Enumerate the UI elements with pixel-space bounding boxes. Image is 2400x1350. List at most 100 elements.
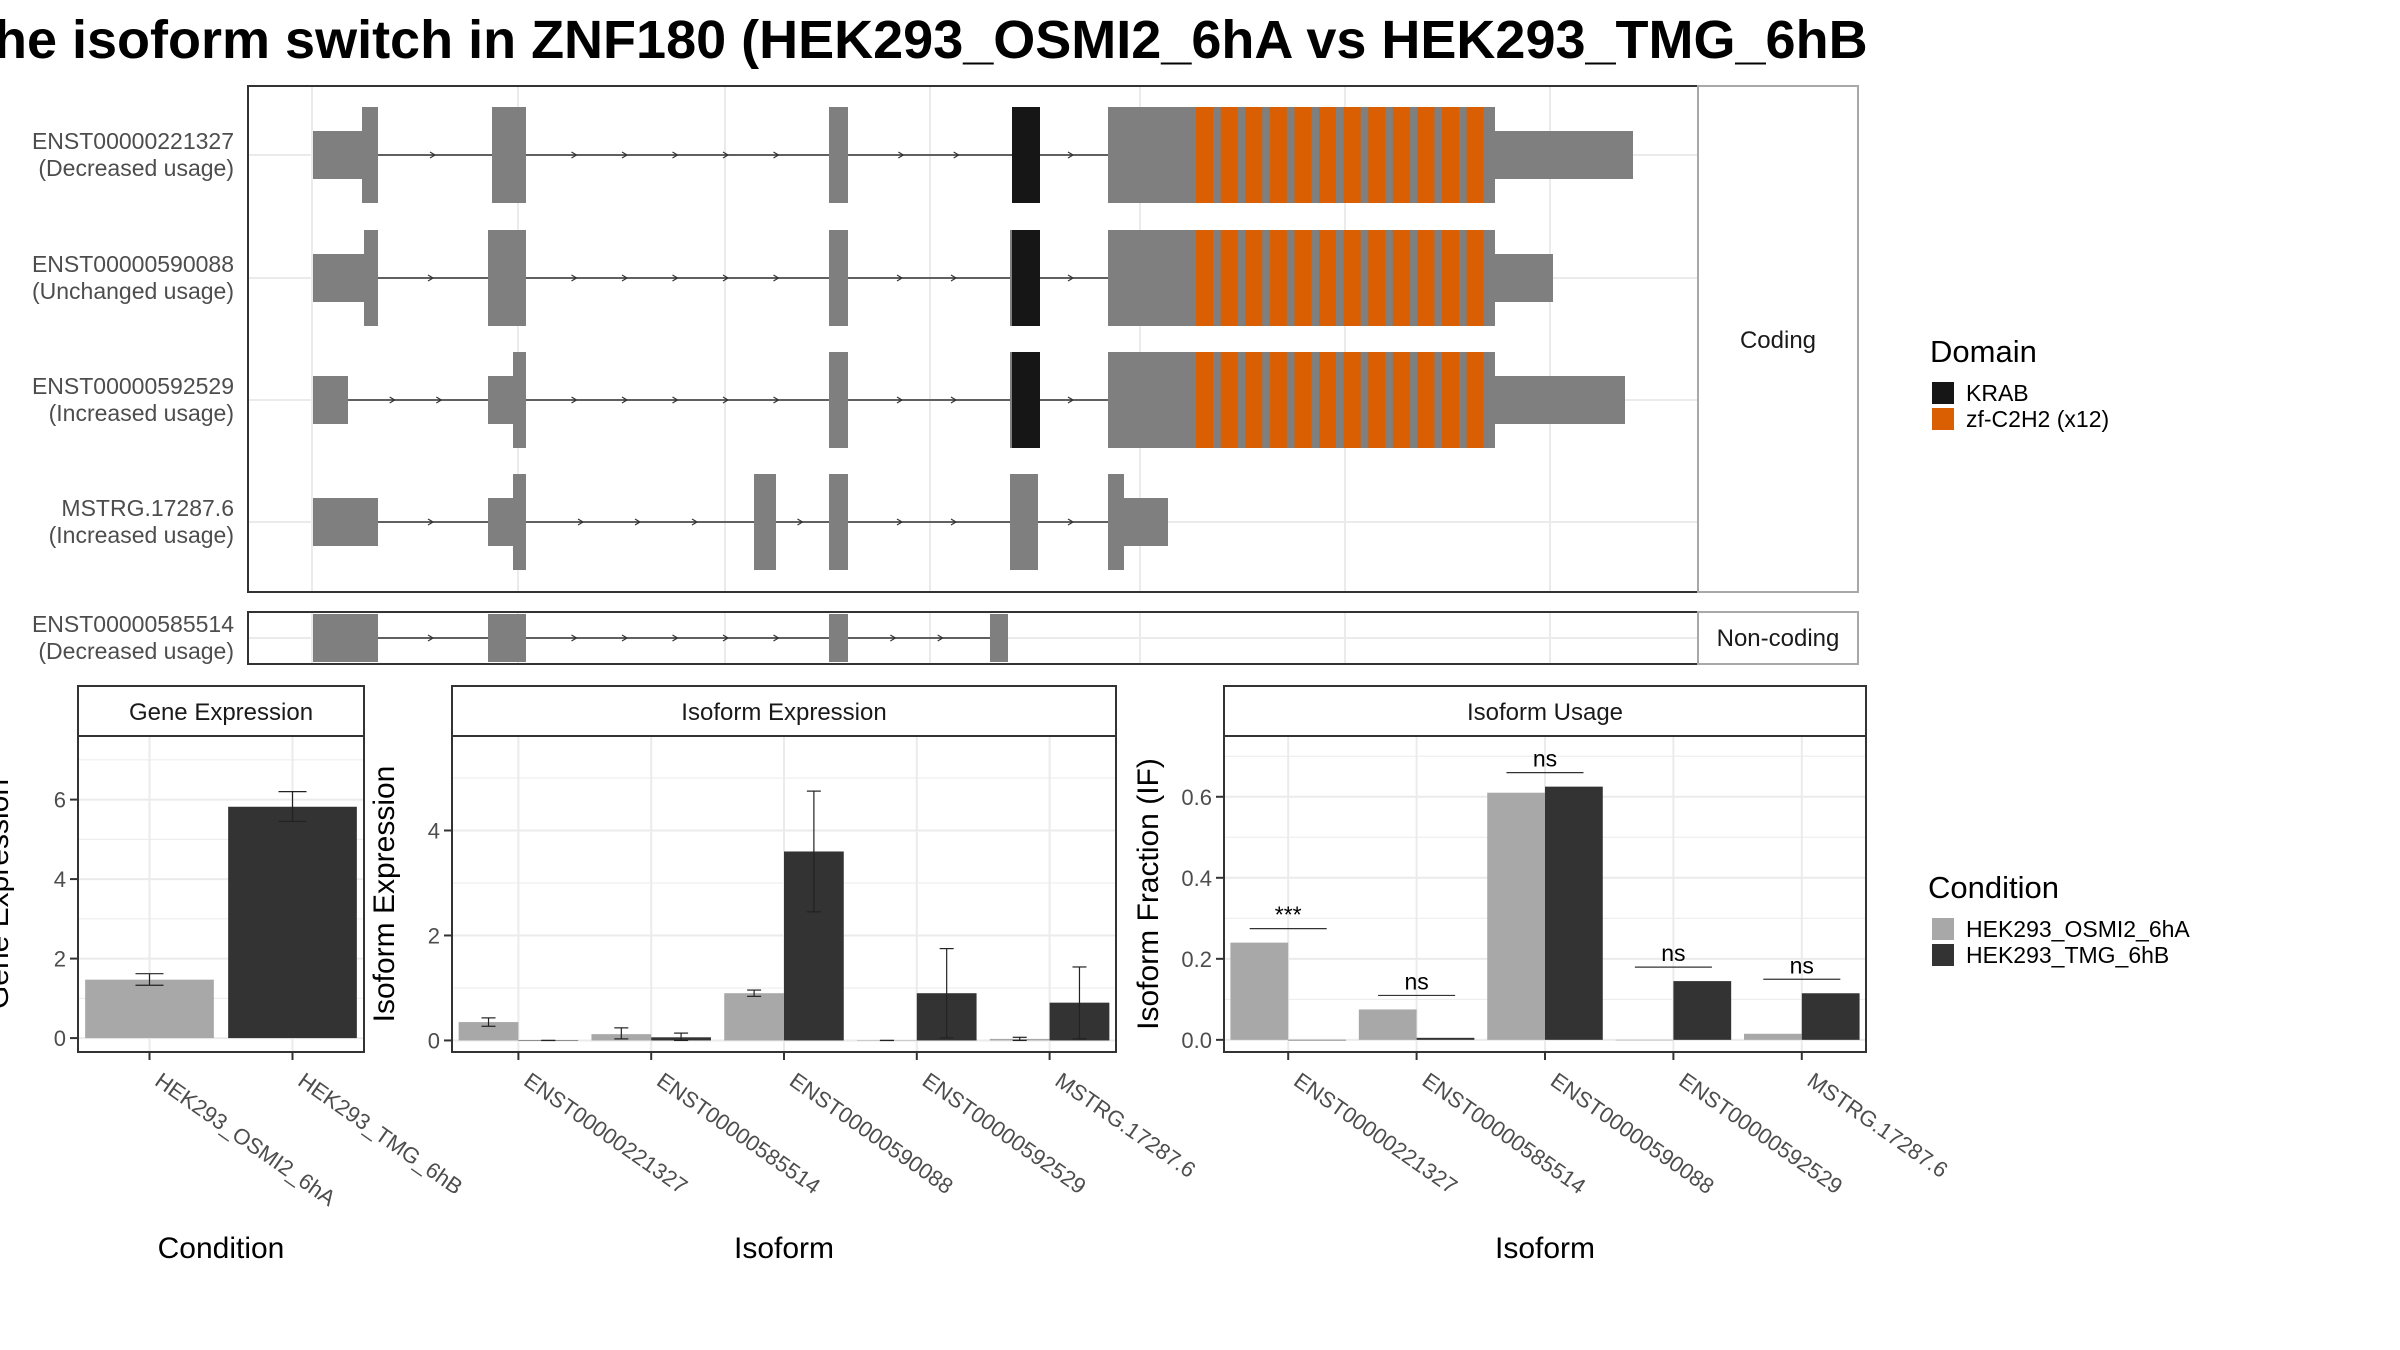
y-axis-title: Isoform Expression xyxy=(368,766,401,1023)
transcript-id-label: ENST00000590088 xyxy=(32,251,234,277)
exon xyxy=(1010,474,1038,570)
transcript-usage-label: (Unchanged usage) xyxy=(32,278,234,304)
zf-c2h2-domain xyxy=(1466,230,1484,326)
coding-strip xyxy=(1697,85,1859,593)
zf-c2h2-domain xyxy=(1220,230,1238,326)
domain-legend-label: zf-C2H2 (x12) xyxy=(1966,406,2109,432)
significance-label: ns xyxy=(1661,940,1685,966)
intron-arrow xyxy=(953,151,960,159)
bar-cond-b xyxy=(1673,981,1732,1040)
domain-legend-swatch xyxy=(1932,408,1954,430)
intron-arrow xyxy=(672,274,679,282)
zf-c2h2-domain xyxy=(1269,230,1287,326)
intron-arrow xyxy=(691,518,699,526)
exon xyxy=(990,614,1008,662)
significance-label: ns xyxy=(1404,968,1428,994)
y-tick-label: 6 xyxy=(54,788,66,813)
significance-label: *** xyxy=(1275,902,1302,928)
exon xyxy=(364,230,378,326)
intron-arrow xyxy=(571,151,578,159)
x-axis-title: Isoform xyxy=(1495,1232,1595,1265)
zf-c2h2-domain xyxy=(1417,107,1435,203)
y-tick-label: 4 xyxy=(54,867,66,892)
zf-c2h2-domain xyxy=(1417,352,1435,448)
exon xyxy=(313,376,348,424)
zf-c2h2-domain xyxy=(1368,107,1386,203)
zf-c2h2-domain xyxy=(1392,230,1410,326)
condition-legend-label: HEK293_TMG_6hB xyxy=(1966,942,2169,968)
zf-c2h2-domain xyxy=(1319,230,1336,326)
zf-c2h2-domain xyxy=(1466,107,1484,203)
intron-arrow xyxy=(937,634,944,642)
intron-arrow xyxy=(896,274,904,282)
intron-arrow xyxy=(672,396,679,404)
zf-c2h2-domain xyxy=(1343,352,1361,448)
exon xyxy=(488,614,526,662)
intron-arrow xyxy=(950,274,958,282)
zf-c2h2-domain xyxy=(1196,107,1213,203)
intron-arrow xyxy=(621,151,629,159)
y-tick-label: 0.0 xyxy=(1181,1028,1212,1053)
intron-arrow xyxy=(436,396,443,404)
zf-c2h2-domain xyxy=(1319,107,1336,203)
zf-c2h2-domain xyxy=(1269,352,1287,448)
intron-arrow xyxy=(950,518,958,526)
significance-label: ns xyxy=(1533,746,1557,772)
intron-arrow xyxy=(773,396,780,404)
domain-legend-swatch xyxy=(1932,382,1954,404)
intron-arrow xyxy=(896,396,904,404)
intron-arrow xyxy=(427,518,435,526)
intron-arrow xyxy=(773,151,780,159)
condition-legend-swatch xyxy=(1932,944,1954,966)
transcript-id-label: ENST00000221327 xyxy=(32,128,234,154)
intron-arrow xyxy=(389,396,396,404)
y-tick-label: 0.2 xyxy=(1181,947,1212,972)
intron-arrow xyxy=(429,151,437,159)
figure-title: he isoform switch in ZNF180 (HEK293_OSMI… xyxy=(0,10,1868,70)
y-axis-title: Gene Expression xyxy=(0,779,15,1009)
zf-c2h2-domain xyxy=(1245,230,1263,326)
zf-c2h2-domain xyxy=(1392,107,1410,203)
intron-arrow xyxy=(1067,518,1075,526)
exon xyxy=(829,474,848,570)
intron-arrow xyxy=(621,396,629,404)
intron-arrow xyxy=(1067,274,1075,282)
bar-cond-a xyxy=(1615,1039,1674,1041)
zf-c2h2-domain xyxy=(1392,352,1410,448)
exon xyxy=(488,230,526,326)
exon xyxy=(313,254,364,302)
zf-c2h2-domain xyxy=(1343,107,1361,203)
bar-cond-b xyxy=(1288,1039,1346,1041)
zf-c2h2-domain xyxy=(1294,107,1312,203)
zf-c2h2-domain xyxy=(1245,352,1263,448)
intron-arrow xyxy=(672,634,679,642)
y-tick-label: 0.4 xyxy=(1181,866,1212,891)
zf-c2h2-domain xyxy=(1442,352,1459,448)
intron-arrow xyxy=(722,396,730,404)
exon xyxy=(1124,498,1168,546)
intron-arrow xyxy=(722,151,730,159)
zf-c2h2-domain xyxy=(1343,230,1361,326)
zf-c2h2-domain xyxy=(1442,107,1459,203)
intron-arrow xyxy=(950,396,958,404)
intron-arrow xyxy=(577,518,585,526)
x-axis-title: Condition xyxy=(158,1232,285,1265)
y-tick-label: 2 xyxy=(428,923,440,948)
intron-arrow xyxy=(773,634,780,642)
exon xyxy=(313,498,378,546)
bar-cond-a xyxy=(1744,1033,1802,1040)
plot-strip xyxy=(451,685,1117,737)
transcript-id-label: ENST00000592529 xyxy=(32,373,234,399)
zf-c2h2-domain xyxy=(1466,352,1484,448)
domain-legend-label: KRAB xyxy=(1966,380,2029,406)
intron-arrow xyxy=(898,151,905,159)
bar-cond-a xyxy=(1358,1009,1417,1040)
x-axis-title: Isoform xyxy=(734,1232,834,1265)
transcript-usage-label: (Increased usage) xyxy=(49,400,234,426)
condition-legend-label: HEK293_OSMI2_6hA xyxy=(1966,916,2190,942)
transcript-usage-label: (Increased usage) xyxy=(49,522,234,548)
bar-cond-a xyxy=(1230,942,1289,1040)
intron-arrow xyxy=(722,634,730,642)
zf-c2h2-domain xyxy=(1368,230,1386,326)
